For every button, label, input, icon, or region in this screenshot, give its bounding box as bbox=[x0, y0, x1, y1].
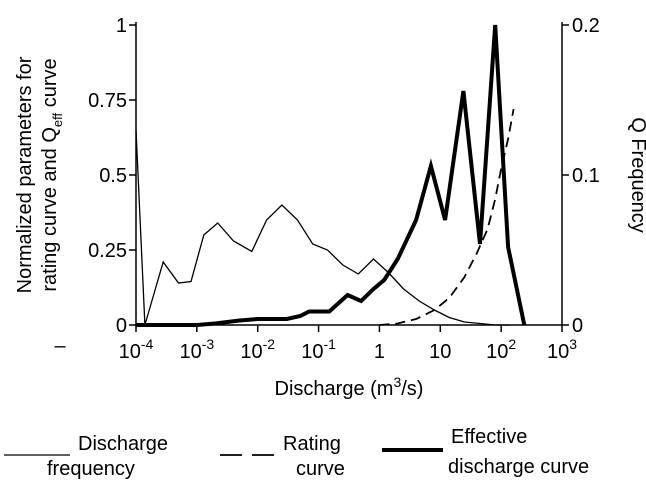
legend-label-1-line1: Discharge bbox=[78, 433, 168, 455]
legend-label-2-line1: Rating bbox=[283, 433, 341, 455]
stray-mark: – bbox=[54, 335, 66, 357]
x-tick-label: 102 bbox=[486, 336, 516, 363]
y-left-tick-label: 0.25 bbox=[88, 240, 127, 262]
series-line-rating-curve bbox=[379, 108, 515, 326]
y-left-tick-label: 0.75 bbox=[88, 90, 127, 112]
x-tick-label: 10-1 bbox=[301, 336, 336, 363]
y-axis-left-title-line2: rating curve and Qeff curve bbox=[39, 58, 65, 291]
legend-label-3-line2: discharge curve bbox=[448, 456, 589, 478]
y-left-tick-label: 1 bbox=[116, 15, 127, 37]
series-line-effective-discharge-curve bbox=[136, 24, 527, 327]
y-right-tick-label: 0 bbox=[572, 315, 583, 337]
legend-label-1-line2: frequency bbox=[47, 458, 135, 480]
y-left-tick-label: 0.5 bbox=[99, 165, 127, 187]
x-tick-label: 10-3 bbox=[180, 336, 215, 363]
y-left-tick-label: 0 bbox=[116, 315, 127, 337]
x-tick-label: 10-2 bbox=[240, 336, 275, 363]
y-axis-right-title: Q Frequency bbox=[627, 117, 646, 233]
x-tick-label: 10-4 bbox=[119, 336, 154, 363]
x-tick-label: 103 bbox=[547, 336, 577, 363]
x-tick-label: 1 bbox=[374, 341, 385, 363]
legend: Discharge frequency Rating curve Effective di… bbox=[4, 426, 589, 480]
y-right-tick-label: 0.1 bbox=[572, 165, 600, 187]
legend-label-3-line1: Effective bbox=[451, 426, 527, 448]
series-layer bbox=[135, 24, 527, 327]
y-axis-left-title-line1: Normalized parameters for bbox=[14, 56, 36, 293]
x-axis-title: Discharge (m3/s) bbox=[275, 374, 424, 400]
x-tick-label: 10 bbox=[429, 341, 451, 363]
legend-label-2-line2: curve bbox=[296, 458, 345, 480]
series-line-discharge-frequency bbox=[135, 129, 510, 326]
y-right-tick-label: 0.2 bbox=[572, 15, 600, 37]
